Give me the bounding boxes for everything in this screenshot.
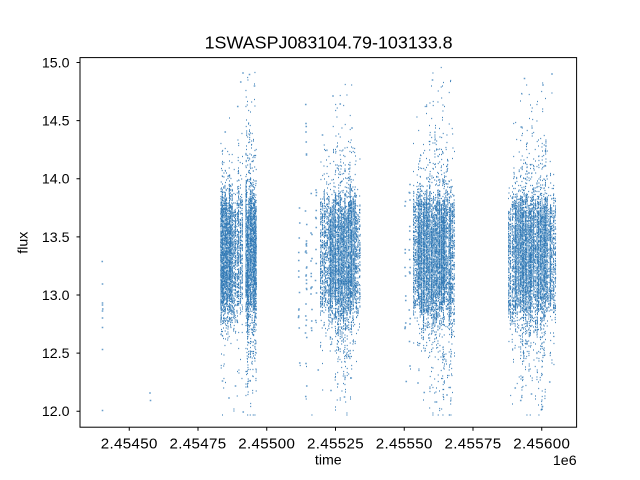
svg-text:time: time <box>315 453 342 469</box>
svg-text:2.45600: 2.45600 <box>513 436 570 453</box>
svg-text:1SWASPJ083104.79-103133.8: 1SWASPJ083104.79-103133.8 <box>205 33 453 53</box>
svg-text:13.0: 13.0 <box>42 288 70 304</box>
svg-text:12.5: 12.5 <box>42 346 70 362</box>
svg-text:2.45550: 2.45550 <box>376 436 433 453</box>
svg-text:12.0: 12.0 <box>42 404 70 420</box>
svg-text:2.45575: 2.45575 <box>444 436 501 453</box>
svg-text:2.45450: 2.45450 <box>101 436 158 453</box>
svg-text:2.45500: 2.45500 <box>238 436 295 453</box>
svg-text:2.45525: 2.45525 <box>307 436 364 453</box>
svg-text:14.5: 14.5 <box>42 114 70 130</box>
svg-text:14.0: 14.0 <box>42 172 70 188</box>
svg-text:1e6: 1e6 <box>553 453 577 469</box>
svg-text:15.0: 15.0 <box>42 55 70 71</box>
svg-text:13.5: 13.5 <box>42 230 70 246</box>
svg-text:flux: flux <box>15 232 31 254</box>
svg-text:2.45475: 2.45475 <box>169 436 226 453</box>
